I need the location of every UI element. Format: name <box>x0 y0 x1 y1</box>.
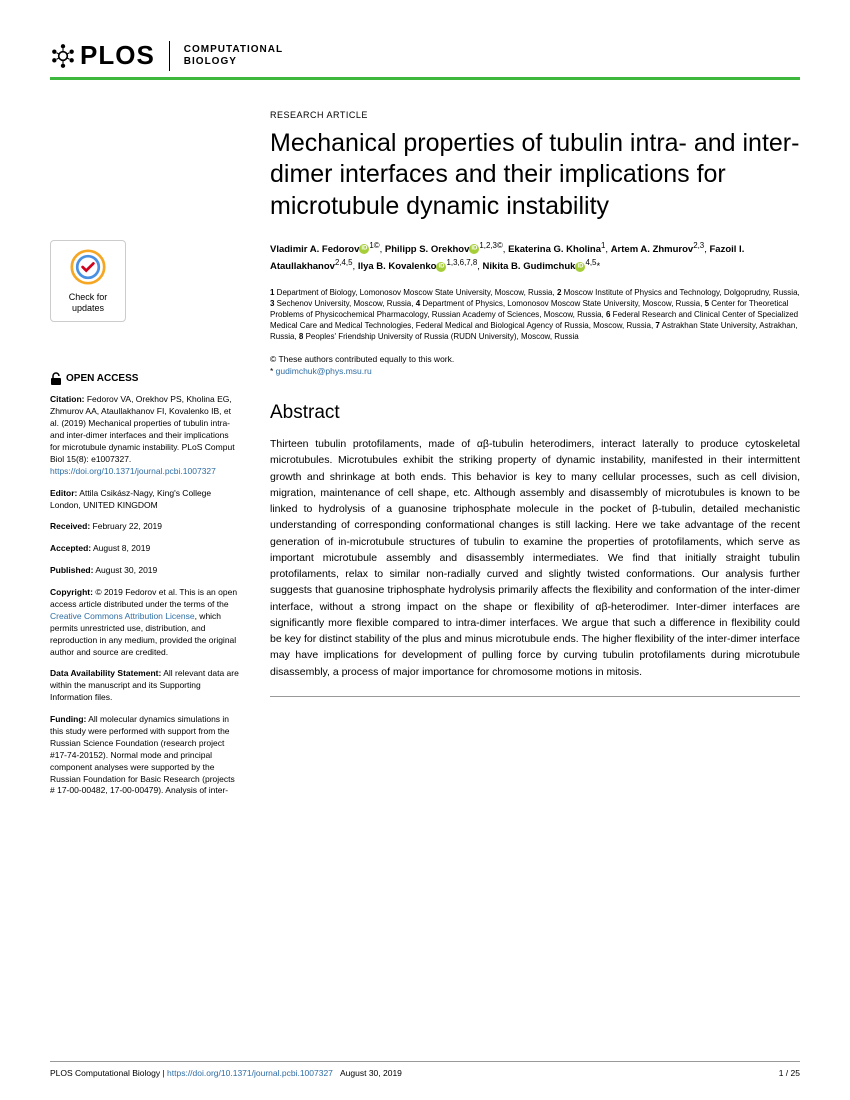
footer-page-number: 1 / 25 <box>779 1068 800 1078</box>
header-divider <box>169 41 170 71</box>
author-list: Vladimir A. Fedorov1©, Philipp S. Orekho… <box>270 240 800 275</box>
plos-text: PLOS <box>80 40 155 71</box>
check-updates-badge[interactable]: Check for updates <box>50 240 126 322</box>
abstract-rule <box>270 696 800 697</box>
orcid-icon[interactable] <box>436 262 446 272</box>
received-section: Received: February 22, 2019 <box>50 521 240 533</box>
main-content: RESEARCH ARTICLE Mechanical properties o… <box>270 110 800 807</box>
sidebar: Check for updates OPEN ACCESS Citation: … <box>50 110 240 807</box>
citation-section: Citation: Fedorov VA, Orekhov PS, Kholin… <box>50 394 240 477</box>
lock-open-icon <box>50 372 62 386</box>
published-section: Published: August 30, 2019 <box>50 565 240 577</box>
plos-icon <box>50 43 76 69</box>
orcid-icon[interactable] <box>575 262 585 272</box>
journal-header: PLOS COMPUTATIONAL BIOLOGY <box>50 40 800 71</box>
corresponding-email-link[interactable]: gudimchuk@phys.msu.ru <box>276 366 372 376</box>
footer-doi-link[interactable]: https://doi.org/10.1371/journal.pcbi.100… <box>167 1068 333 1078</box>
author-notes: © These authors contributed equally to t… <box>270 353 800 379</box>
accepted-section: Accepted: August 8, 2019 <box>50 543 240 555</box>
orcid-icon[interactable] <box>469 244 479 254</box>
article-title: Mechanical properties of tubulin intra- … <box>270 128 800 222</box>
journal-name: COMPUTATIONAL BIOLOGY <box>184 44 283 68</box>
data-availability-section: Data Availability Statement: All relevan… <box>50 668 240 704</box>
cc-license-link[interactable]: Creative Commons Attribution License <box>50 611 195 621</box>
abstract-heading: Abstract <box>270 402 800 424</box>
page-footer: PLOS Computational Biology | https://doi… <box>50 1061 800 1078</box>
open-access-label: OPEN ACCESS <box>50 372 240 386</box>
article-type: RESEARCH ARTICLE <box>270 110 800 120</box>
footer-left: PLOS Computational Biology | https://doi… <box>50 1068 402 1078</box>
abstract-text: Thirteen tubulin protofilaments, made of… <box>270 436 800 680</box>
funding-section: Funding: All molecular dynamics simulati… <box>50 714 240 797</box>
crossmark-icon <box>70 249 106 285</box>
orcid-icon[interactable] <box>359 244 369 254</box>
plos-logo: PLOS <box>50 40 155 71</box>
editor-section: Editor: Attila Csikász-Nagy, King's Coll… <box>50 488 240 512</box>
citation-doi-link[interactable]: https://doi.org/10.1371/journal.pcbi.100… <box>50 466 216 476</box>
green-rule <box>50 77 800 80</box>
copyright-section: Copyright: © 2019 Fedorov et al. This is… <box>50 587 240 658</box>
affiliations: 1 Department of Biology, Lomonosov Mosco… <box>270 287 800 343</box>
